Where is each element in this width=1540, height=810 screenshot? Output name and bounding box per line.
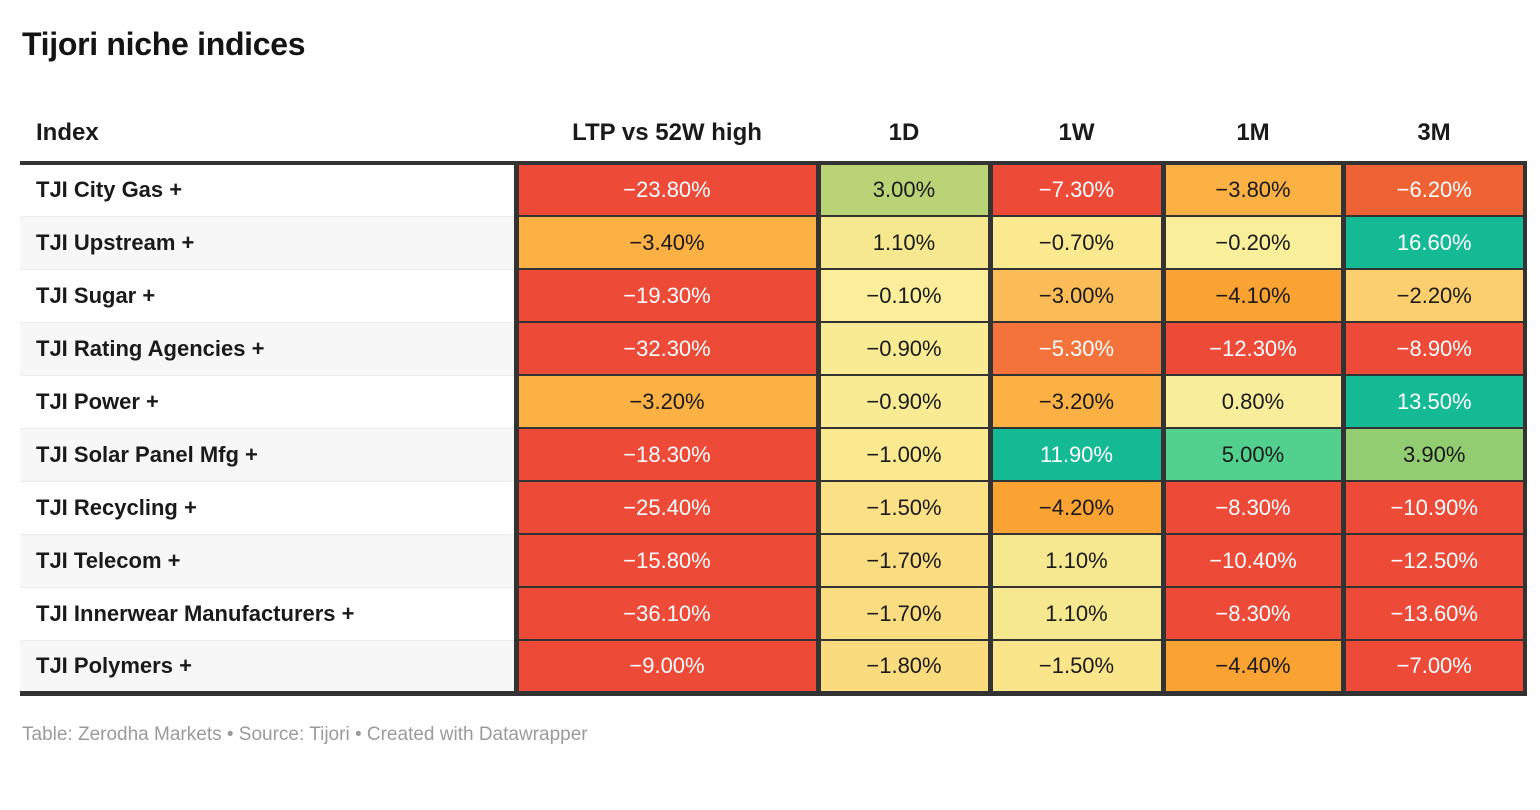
value-cell: −12.50% [1340,534,1527,588]
value-cell: −4.10% [1160,269,1343,323]
indices-table: Index LTP vs 52W high 1D 1W 1M 3M TJI City Ga… [20,119,1527,696]
value-cell: −4.40% [1160,640,1343,696]
index-name-expandable[interactable]: TJI Rating Agencies + [20,322,516,376]
value-cell: −12.30% [1160,322,1343,376]
value-cell: 0.80% [1160,375,1343,429]
value-cell: −23.80% [513,163,818,217]
table-row: TJI Recycling + −25.40% −1.50% −4.20% −8.30%… [20,481,1527,535]
column-header-1d: 1D [818,119,990,165]
column-header-ltp-vs-52w-high: LTP vs 52W high [516,119,818,165]
value-cell: −7.30% [987,163,1163,217]
column-header-index: Index [20,119,516,165]
value-cell: 3.90% [1340,428,1527,482]
value-cell: −10.90% [1340,481,1527,535]
datawrapper-card: Tijori niche indices Index LTP vs 52W hig… [20,26,1527,745]
value-cell: −3.80% [1160,163,1343,217]
value-cell: −0.20% [1160,216,1343,270]
value-cell: 11.90% [987,428,1163,482]
index-name-expandable[interactable]: TJI Upstream + [20,216,516,270]
value-cell: −8.90% [1340,322,1527,376]
value-cell: −8.30% [1160,481,1343,535]
page-title: Tijori niche indices [22,26,306,62]
value-cell: 13.50% [1340,375,1527,429]
value-cell: −10.40% [1160,534,1343,588]
table-row: TJI Power + −3.20% −0.90% −3.20% 0.80% 13.50% [20,375,1527,429]
table-row: TJI Innerwear Manufacturers + −36.10% −1.7… [20,587,1527,641]
value-cell: −0.90% [815,375,990,429]
value-cell: −0.90% [815,322,990,376]
index-name-expandable[interactable]: TJI Power + [20,375,516,429]
value-cell: −9.00% [513,640,818,696]
index-name-expandable[interactable]: TJI Sugar + [20,269,516,323]
value-cell: −36.10% [513,587,818,641]
index-name-expandable[interactable]: TJI Recycling + [20,481,516,535]
value-cell: −25.40% [513,481,818,535]
value-cell: −5.30% [987,322,1163,376]
value-cell: −1.50% [815,481,990,535]
column-header-1w: 1W [990,119,1163,165]
value-cell: −3.00% [987,269,1163,323]
index-name-expandable[interactable]: TJI Polymers + [20,640,516,696]
value-cell: 16.60% [1340,216,1527,270]
footer-attribution: Table: Zerodha Markets • Source: Tijori … [22,723,588,745]
value-cell: −13.60% [1340,587,1527,641]
value-cell: 1.10% [987,587,1163,641]
value-cell: −0.10% [815,269,990,323]
value-cell: −1.00% [815,428,990,482]
value-cell: −3.20% [987,375,1163,429]
table-row: TJI Upstream + −3.40% 1.10% −0.70% −0.20% 16.… [20,216,1527,270]
value-cell: −6.20% [1340,163,1527,217]
table-row: TJI City Gas + −23.80% 3.00% −7.30% −3.80% −6… [20,163,1527,217]
value-cell: 1.10% [987,534,1163,588]
index-name-expandable[interactable]: TJI Solar Panel Mfg + [20,428,516,482]
table-header: Index LTP vs 52W high 1D 1W 1M 3M [20,119,1525,165]
table-row: TJI Solar Panel Mfg + −18.30% −1.00% 11.90%… [20,428,1527,482]
value-cell: −8.30% [1160,587,1343,641]
value-cell: −1.70% [815,534,990,588]
value-cell: 1.10% [815,216,990,270]
table-body: TJI City Gas + −23.80% 3.00% −7.30% −3.80% −6… [20,163,1527,696]
value-cell: −19.30% [513,269,818,323]
value-cell: 3.00% [815,163,990,217]
value-cell: −1.50% [987,640,1163,696]
header-row: Index LTP vs 52W high 1D 1W 1M 3M [20,119,1525,165]
value-cell: −7.00% [1340,640,1527,696]
value-cell: −0.70% [987,216,1163,270]
value-cell: −1.70% [815,587,990,641]
value-cell: −1.80% [815,640,990,696]
table-row: TJI Rating Agencies + −32.30% −0.90% −5.30%… [20,322,1527,376]
value-cell: −3.40% [513,216,818,270]
table-row: TJI Sugar + −19.30% −0.10% −3.00% −4.10% −2.2… [20,269,1527,323]
value-cell: −15.80% [513,534,818,588]
value-cell: 5.00% [1160,428,1343,482]
column-header-3m: 3M [1343,119,1525,165]
value-cell: −18.30% [513,428,818,482]
index-name-expandable[interactable]: TJI Innerwear Manufacturers + [20,587,516,641]
index-name-expandable[interactable]: TJI City Gas + [20,163,516,217]
index-name-expandable[interactable]: TJI Telecom + [20,534,516,588]
value-cell: −4.20% [987,481,1163,535]
table-row: TJI Telecom + −15.80% −1.70% 1.10% −10.40% −1… [20,534,1527,588]
value-cell: −3.20% [513,375,818,429]
value-cell: −2.20% [1340,269,1527,323]
table-row: TJI Polymers + −9.00% −1.80% −1.50% −4.40% −7… [20,640,1527,696]
value-cell: −32.30% [513,322,818,376]
column-header-1m: 1M [1163,119,1343,165]
